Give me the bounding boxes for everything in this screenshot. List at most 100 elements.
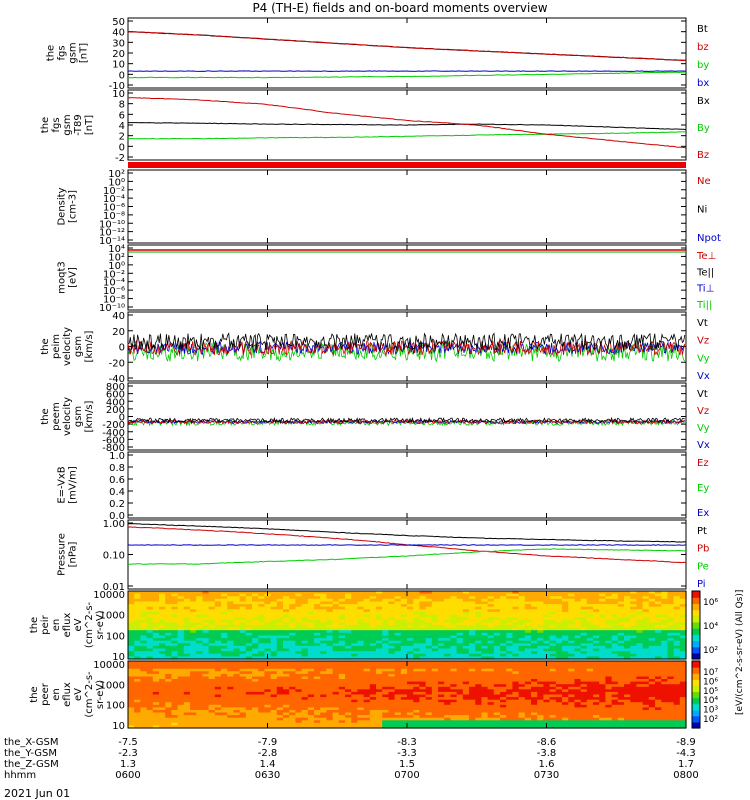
spectrogram-cell [661,627,668,631]
spectrogram-cell [128,666,135,670]
spectrogram-cell [388,715,396,719]
spectrogram-cell [208,601,216,605]
spectrogram-cell [338,614,346,618]
spectrogram-cell [475,609,482,613]
spectrogram-cell [679,640,687,644]
spectrogram-cell [152,694,160,698]
spectrogram-cell [425,661,433,665]
spectrogram-cell [320,606,327,610]
spectrogram-cell [301,686,309,690]
spectrogram-cell [667,638,675,642]
spectrogram-cell [617,606,625,610]
spectrogram-cell [673,694,681,698]
spectrogram-cell [376,707,383,711]
spectrogram-cell [487,666,495,670]
spectrogram-cell [245,666,253,670]
spectrogram-cell [394,648,402,652]
spectrogram-cell [177,625,185,629]
spectrogram-cell [351,653,358,657]
spectrogram-cell [202,656,210,660]
spectrogram-cell [159,619,166,623]
spectrogram-cell [549,691,557,696]
spectrogram-cell [332,691,340,696]
spectrogram-cell [493,596,501,600]
spectrogram-cell [394,591,402,595]
spectrogram-cell [636,691,644,696]
spectrogram-cell [152,691,160,696]
spectrogram-cell [208,614,216,618]
spectrogram-cell [314,679,321,683]
spectrogram-cell [183,697,191,701]
spectrogram-cell [673,715,681,719]
spectrogram-cell [648,666,656,670]
spectrogram-cell [363,712,371,716]
spectrogram-cell [177,606,185,610]
spectrogram-cell [400,593,408,597]
spectrogram-cell [345,598,352,602]
spectrogram-cell [233,699,241,703]
spectrogram-cell [469,704,476,708]
spectrogram-cell [245,617,253,621]
spectrogram-cell [543,645,551,650]
spectrogram-cell [444,715,451,719]
spectrogram-cell [661,702,668,706]
spectrogram-cell [562,686,569,690]
spectrogram-cell [326,614,334,618]
spectrogram-cell [159,651,166,655]
spectrogram-cell [245,668,253,672]
spectrogram-cell [667,632,675,636]
spectrogram-cell [407,606,414,610]
spectrogram-cell [438,640,445,644]
spectrogram-cell [159,668,166,672]
spectrogram-cell [190,661,197,665]
spectrogram-cell [648,717,656,721]
spectrogram-cell [611,715,619,719]
spectrogram-cell [413,604,420,608]
spectrogram-cell [369,661,377,665]
spectrogram-cell [673,645,681,650]
spectrogram-cell [376,601,383,605]
spectrogram-cell [586,593,594,597]
spectrogram-cell [617,684,625,688]
spectrogram-cell [146,681,154,685]
spectrogram-cell [611,668,619,672]
legend-Vz: Vz [697,336,709,347]
spectrogram-cell [413,632,420,636]
spectrogram-cell [518,673,526,678]
spectrogram-cell [252,671,259,675]
spectrogram-cell [314,712,321,716]
spectrogram-cell [183,702,191,706]
spectrogram-cell [630,671,637,675]
spectrogram-cell [456,622,464,626]
spectrogram-cell [655,684,662,688]
spectrogram-cell [456,707,464,711]
spectrogram-cell [655,619,662,623]
spectrogram-cell [140,625,148,629]
spectrogram-cell [574,598,582,602]
spectrogram-cell [555,686,563,690]
spectrogram-cell [171,679,179,683]
spectrogram-cell [642,679,650,683]
spectrogram-cell [543,611,551,616]
spectrogram-cell [283,596,290,600]
spectrogram-cell [580,715,588,719]
spectrogram-cell [338,601,346,605]
spectrogram-cell [264,619,272,623]
spectrogram-cell [673,668,681,672]
spectrogram-cell [245,651,253,655]
spectrogram-cell [369,684,377,688]
spectrogram-cell [568,638,575,642]
spectrogram-cell [314,715,321,719]
quality-flag-bar [128,162,686,168]
spectrogram-cell [611,681,619,685]
spectrogram-cell [326,671,334,675]
spectrogram-cell [599,593,606,597]
spectrogram-cell [183,596,191,600]
spectrogram-cell [667,710,675,714]
spectrogram-cell [630,694,637,698]
spectrogram-cell [574,715,582,719]
spectrogram-cell [462,638,470,642]
spectrogram-cell [512,609,520,613]
spectrogram-cell [425,663,433,667]
spectrogram-cell [140,673,148,678]
